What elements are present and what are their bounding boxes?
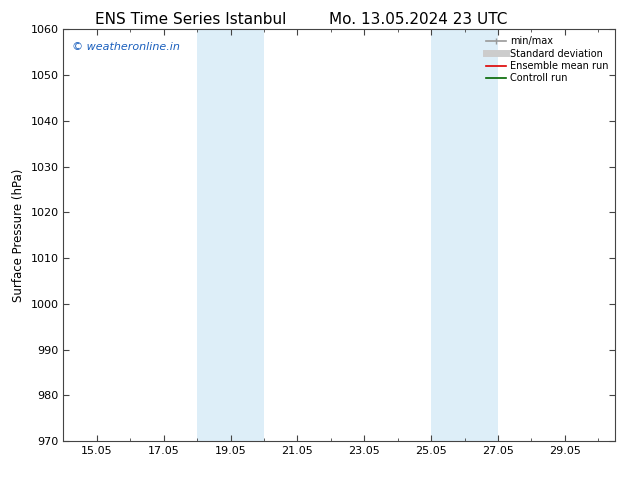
Text: Mo. 13.05.2024 23 UTC: Mo. 13.05.2024 23 UTC [329,12,508,27]
Legend: min/max, Standard deviation, Ensemble mean run, Controll run: min/max, Standard deviation, Ensemble me… [484,34,610,85]
Text: © weatheronline.in: © weatheronline.in [72,42,179,52]
Bar [197,29,264,441]
Y-axis label: Surface Pressure (hPa): Surface Pressure (hPa) [12,169,25,302]
Bar [431,29,498,441]
Text: ENS Time Series Istanbul: ENS Time Series Istanbul [94,12,286,27]
